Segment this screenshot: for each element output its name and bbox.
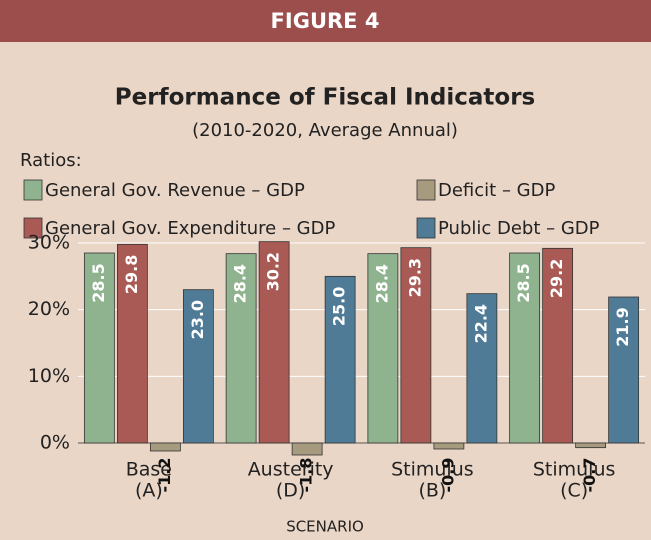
bar (542, 247, 574, 444)
x-tick-label: (C) (560, 480, 588, 502)
data-label: -1.2 (155, 458, 174, 493)
bar (258, 241, 290, 444)
data-label: 30.2 (264, 252, 283, 291)
chart-title: Performance of Fiscal Indicators (115, 85, 535, 111)
data-label: 28.4 (231, 264, 250, 303)
legend-swatch (23, 179, 43, 201)
bar (149, 442, 181, 452)
x-tick-label: Stimulus (391, 459, 474, 481)
data-label: 28.4 (372, 264, 391, 303)
data-label: 28.5 (89, 263, 108, 302)
data-label: 25.0 (330, 287, 349, 326)
data-label: 29.2 (547, 259, 566, 298)
data-label: 21.9 (613, 307, 632, 346)
legend-label: Public Debt – GDP (438, 218, 600, 239)
bar (367, 253, 399, 444)
y-tick-label: 20% (28, 298, 70, 320)
bar (291, 442, 323, 456)
header-bar (0, 0, 651, 42)
x-axis-label: SCENARIO (286, 518, 364, 536)
bar (400, 247, 432, 444)
header: FIGURE 4 (271, 9, 380, 33)
legend-swatch (416, 217, 436, 239)
bar (116, 243, 148, 444)
data-label: -0.9 (438, 458, 457, 493)
subtitle: (2010-2020, Average Annual) (192, 120, 458, 141)
legend-swatch (416, 179, 436, 201)
data-label: 23.0 (188, 300, 207, 339)
bar (83, 252, 115, 444)
bar (466, 293, 498, 444)
data-label: 29.8 (122, 255, 141, 294)
bar (433, 442, 465, 450)
x-tick-label: (D) (276, 480, 305, 502)
data-label: 22.4 (471, 304, 490, 343)
data-label: -1.8 (297, 458, 316, 493)
x-tick-label: Base (126, 459, 172, 481)
y-tick-label: 0% (40, 432, 70, 454)
bar (324, 275, 356, 444)
y-tick-label: 30% (28, 232, 70, 254)
bar (509, 252, 541, 444)
legend-label: General Gov. Expenditure – GDP (45, 218, 335, 239)
legend-label: General Gov. Revenue – GDP (45, 180, 305, 201)
y-tick-label: 10% (28, 365, 70, 387)
data-label: 29.3 (405, 258, 424, 297)
bar (182, 289, 214, 444)
bar (608, 296, 640, 444)
data-label: 28.5 (514, 263, 533, 302)
bar (225, 253, 257, 444)
x-tick-label: (A) (135, 480, 163, 502)
data-label: -0.7 (580, 458, 599, 493)
x-tick-label: (B) (418, 480, 446, 502)
x-tick-label: Stimulus (533, 459, 616, 481)
legend-label: Deficit – GDP (438, 180, 555, 201)
legend-swatch (23, 217, 43, 239)
x-tick-label: Austerity (248, 459, 334, 481)
legend-title: Ratios: (20, 150, 82, 171)
bar (575, 442, 607, 449)
